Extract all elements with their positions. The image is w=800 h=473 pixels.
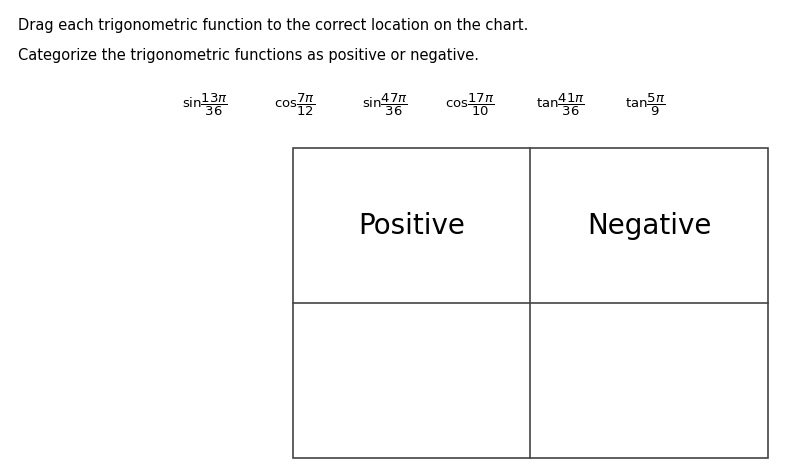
Text: $\mathrm{tan}\dfrac{5\pi}{9}$: $\mathrm{tan}\dfrac{5\pi}{9}$: [625, 92, 665, 118]
Text: Positive: Positive: [358, 211, 465, 239]
Text: Negative: Negative: [587, 211, 711, 239]
Text: Categorize the trigonometric functions as positive or negative.: Categorize the trigonometric functions a…: [18, 48, 479, 63]
Text: Drag each trigonometric function to the correct location on the chart.: Drag each trigonometric function to the …: [18, 18, 528, 33]
Text: $\mathrm{sin}\dfrac{47\pi}{36}$: $\mathrm{sin}\dfrac{47\pi}{36}$: [362, 92, 408, 118]
Text: $\mathrm{cos}\dfrac{17\pi}{10}$: $\mathrm{cos}\dfrac{17\pi}{10}$: [446, 92, 494, 118]
Text: $\mathrm{tan}\dfrac{41\pi}{36}$: $\mathrm{tan}\dfrac{41\pi}{36}$: [536, 92, 584, 118]
Text: $\mathrm{cos}\dfrac{7\pi}{12}$: $\mathrm{cos}\dfrac{7\pi}{12}$: [274, 92, 315, 118]
Bar: [293, 148, 768, 458]
Text: $\mathrm{sin}\dfrac{13\pi}{36}$: $\mathrm{sin}\dfrac{13\pi}{36}$: [182, 92, 228, 118]
